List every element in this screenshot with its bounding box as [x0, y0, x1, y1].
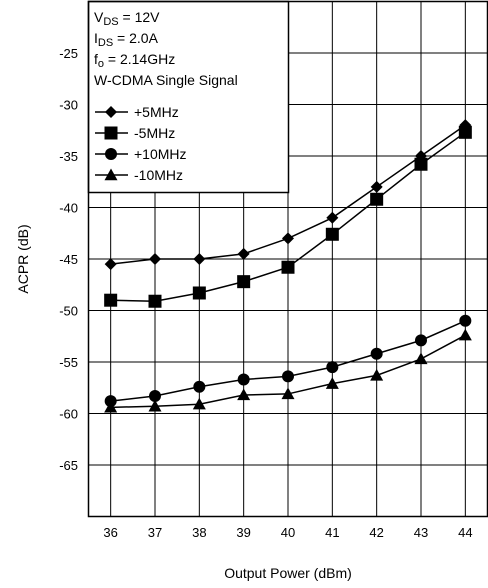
condition-text: VDS = 12V	[94, 9, 160, 28]
legend: VDS = 12V IDS = 2.0A fo = 2.14GHz W-CDMA Si…	[87, 0, 290, 194]
x-tick-label: 40	[281, 525, 295, 540]
data-point-circle	[370, 347, 383, 360]
data-point-triangle	[325, 377, 339, 389]
y-axis-label: ACPR (dB)	[15, 224, 31, 293]
data-point-circle	[237, 373, 250, 386]
legend-label: +10MHz	[134, 146, 187, 162]
x-tick-label: 43	[414, 525, 428, 540]
legend-marker-diamond	[105, 106, 117, 118]
x-tick-label: 42	[369, 525, 383, 540]
y-tick-label: -45	[59, 252, 78, 267]
x-tick-label: 37	[148, 525, 162, 540]
data-point-circle	[193, 380, 206, 393]
data-point-square	[325, 227, 339, 241]
legend-label: +5MHz	[134, 104, 179, 120]
data-point-circle	[415, 334, 427, 347]
data-point-triangle	[458, 328, 472, 341]
data-point-circle	[149, 389, 161, 402]
data-point-triangle	[192, 397, 206, 410]
data-point-square	[104, 293, 118, 307]
y-tick-label: -65	[59, 458, 78, 473]
data-point-triangle	[148, 399, 162, 412]
data-point-square	[414, 157, 428, 171]
legend-marker-square	[104, 126, 118, 140]
data-point-diamond	[104, 258, 117, 271]
data-point-diamond	[326, 211, 339, 224]
condition-text: W-CDMA Single Signal	[94, 72, 238, 88]
y-tick-label: -55	[59, 355, 78, 370]
x-tick-label: 36	[103, 525, 117, 540]
data-point-circle	[459, 314, 472, 327]
series-layer	[104, 119, 472, 413]
legend-box	[87, 0, 290, 194]
data-point-circle	[282, 370, 294, 383]
x-axis-label: Output Power (dBm)	[224, 565, 352, 581]
legend-marker-circle	[105, 148, 117, 160]
data-point-square	[237, 275, 251, 289]
condition-text: IDS = 2.0A	[94, 30, 159, 49]
x-tick-label: 44	[458, 525, 472, 540]
data-point-triangle	[370, 368, 384, 381]
data-point-square	[281, 260, 295, 274]
data-point-circle	[326, 361, 339, 374]
data-point-diamond	[282, 232, 294, 245]
data-point-diamond	[149, 253, 161, 265]
data-point-square	[148, 294, 162, 308]
condition-text: fo = 2.14GHz	[94, 51, 175, 70]
data-point-triangle	[237, 388, 251, 401]
y-tick-label: -30	[59, 98, 78, 113]
legend-label: -5MHz	[134, 125, 175, 141]
data-point-diamond	[459, 119, 472, 132]
y-tick-label: -40	[59, 201, 78, 216]
data-point-diamond	[237, 247, 250, 260]
x-tick-label: 39	[236, 525, 250, 540]
x-axis-ticks: 36 37 38 39 40 41 42 43 44	[103, 525, 472, 540]
y-tick-label: -50	[59, 304, 78, 319]
data-point-diamond	[370, 180, 383, 193]
data-point-square	[458, 125, 472, 139]
data-point-triangle	[414, 352, 428, 365]
data-point-diamond	[193, 253, 206, 265]
y-tick-label: -35	[59, 149, 78, 164]
x-tick-label: 38	[192, 525, 206, 540]
data-point-triangle	[104, 400, 118, 413]
y-tick-label: -25	[59, 46, 78, 61]
legend-label: -10MHz	[134, 167, 183, 183]
legend-marker-triangle	[104, 168, 118, 181]
x-tick-label: 41	[325, 525, 339, 540]
data-point-square	[192, 286, 206, 300]
data-point-triangle	[281, 387, 295, 400]
y-axis-ticks: -25 -30 -35 -40 -45 -50 -55 -60 -65	[59, 46, 78, 473]
y-tick-label: -60	[59, 407, 78, 422]
data-point-square	[370, 192, 384, 206]
